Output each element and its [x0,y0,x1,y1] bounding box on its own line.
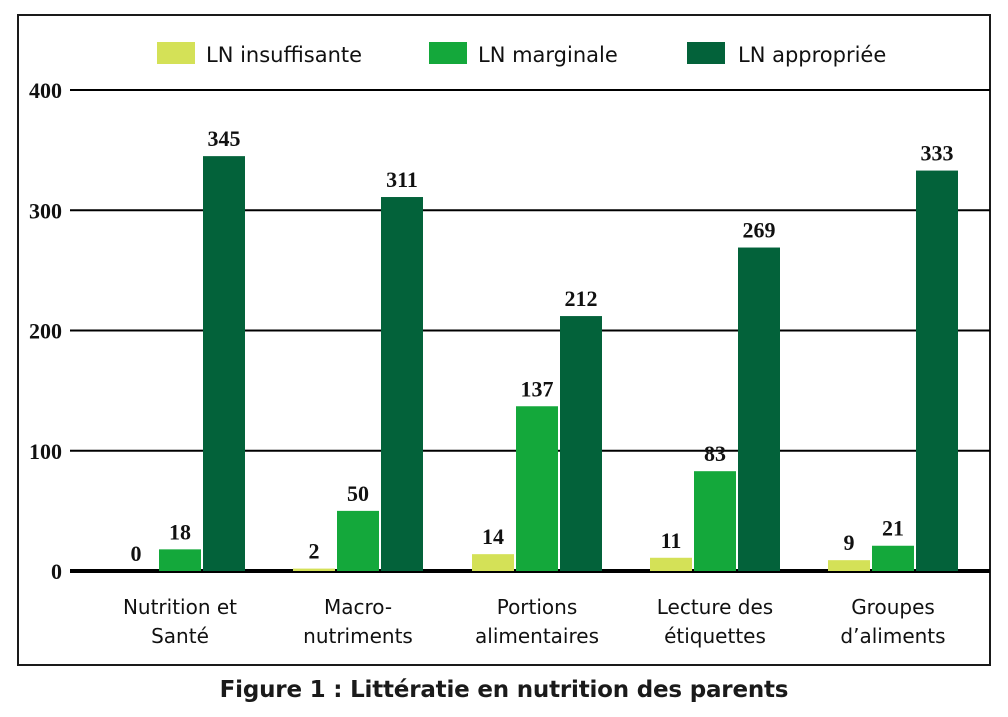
legend-swatch [687,42,725,64]
bar [203,156,245,571]
y-tick-label: 0 [51,559,62,584]
data-label: 11 [661,528,682,553]
y-tick-label: 100 [29,439,62,464]
bar [381,197,423,571]
data-label: 345 [208,126,241,151]
data-label: 18 [169,519,191,544]
data-label: 212 [565,286,598,311]
legend-label: LN marginale [478,43,618,67]
legend-swatch [429,42,467,64]
bar [337,510,379,571]
data-label: 311 [386,167,418,192]
data-label: 269 [743,218,776,243]
x-tick-label: d’aliments [840,624,945,648]
x-tick-label: Nutrition et [123,595,237,619]
legend-swatch [157,42,195,64]
legend: LN insuffisante LN marginale LN appropriée [157,42,886,67]
data-label: 333 [921,141,954,166]
bar [650,557,692,571]
data-label: 9 [844,530,855,555]
x-tick-label: Santé [151,624,209,648]
bar [872,545,914,571]
data-label: 137 [521,376,554,401]
data-label: 21 [882,516,904,541]
x-tick-label: Lecture des [657,595,773,619]
bar [293,568,335,571]
data-label: 50 [347,481,369,506]
bar [916,170,958,571]
x-tick-label: Groupes [851,595,935,619]
x-tick-label: Macro- [324,595,392,619]
bar [516,406,558,571]
data-label: 14 [482,524,504,549]
legend-label: LN insuffisante [206,43,362,67]
bar [738,247,780,571]
bar [694,471,736,571]
chart-svg: 0 100 200 300 400 0 2 14 11 9 18 50 137 83 21 345 311 212… [29,42,990,648]
bars [159,156,958,571]
x-tick-label: nutriments [303,624,413,648]
data-label: 2 [309,539,320,564]
y-tick-label: 400 [29,78,62,103]
bar [560,316,602,571]
y-tick-label: 200 [29,319,62,344]
bar [472,554,514,571]
labels: 0 100 200 300 400 0 2 14 11 9 18 50 137 83 21 345 311 212… [29,78,954,648]
data-label: 0 [131,541,142,566]
x-tick-label: Portions [497,595,578,619]
data-label: 83 [704,441,726,466]
x-tick-label: alimentaires [475,624,599,648]
chart-frame [17,14,991,666]
bar [828,560,870,571]
x-tick-label: étiquettes [664,624,766,648]
y-tick-label: 300 [29,198,62,223]
legend-label: LN appropriée [738,43,886,67]
bar [159,549,201,571]
figure-caption: Figure 1 : Littératie en nutrition des p… [219,677,789,703]
